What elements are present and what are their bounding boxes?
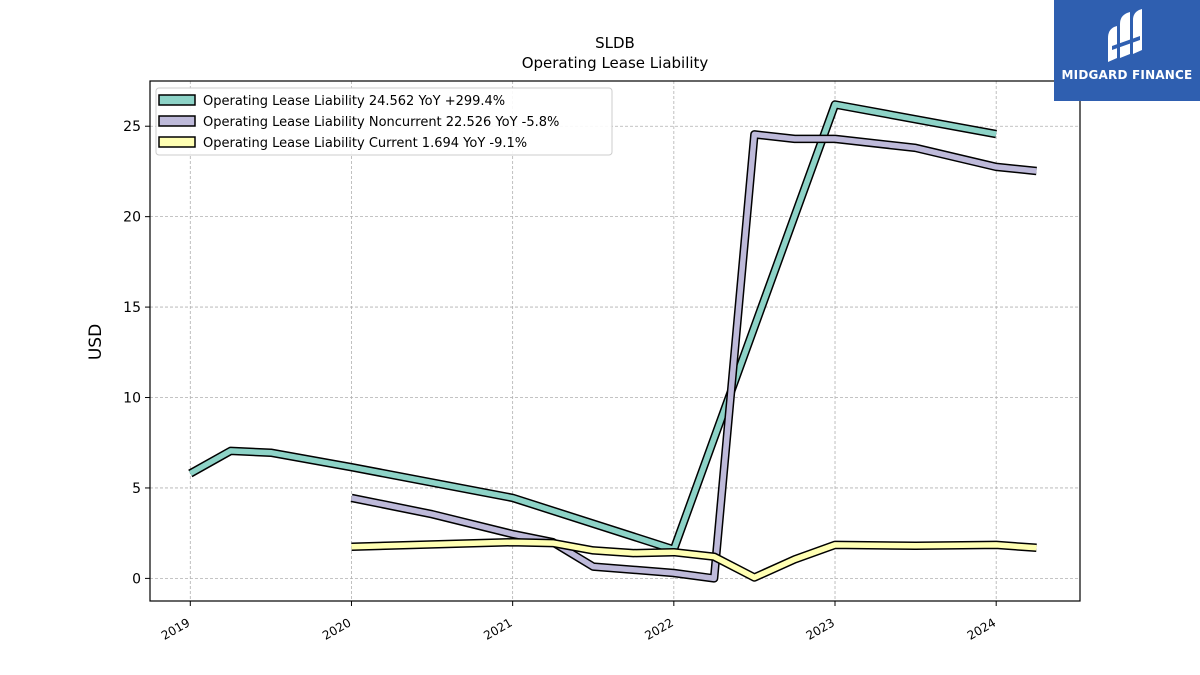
x-tick-label: 2022	[642, 615, 675, 642]
series-line-outline	[188, 100, 997, 554]
x-tick-label: 2020	[320, 615, 353, 642]
logo-text: MIDGARD FINANCE	[1061, 68, 1193, 82]
y-tick-label: 0	[132, 571, 141, 587]
legend: Operating Lease Liability 24.562 YoY +29…	[155, 87, 613, 156]
chart-subtitle: Operating Lease Liability	[522, 54, 709, 72]
chart-title: SLDB	[595, 34, 635, 52]
y-tick-label: 20	[123, 210, 141, 226]
legend-entry: Operating Lease Liability Noncurrent 22.…	[203, 115, 559, 130]
y-tick-label: 15	[123, 300, 141, 316]
y-tick-label: 5	[132, 481, 141, 497]
legend-swatch	[158, 115, 196, 127]
y-tick-label: 10	[123, 391, 141, 407]
series-line	[351, 537, 1037, 582]
x-tick-label: 2021	[481, 615, 514, 642]
series-line-stroke	[351, 539, 1037, 581]
plot-frame	[149, 80, 1081, 602]
series-line	[350, 130, 1037, 583]
legend-entry: Operating Lease Liability 24.562 YoY +29…	[203, 94, 505, 109]
legend-swatch	[158, 94, 196, 106]
y-axis-label: USD	[86, 324, 106, 360]
grid-lines	[150, 81, 1080, 601]
series-lines	[188, 100, 1037, 583]
x-tick-label: 2019	[159, 615, 192, 642]
x-tick-label: 2024	[965, 615, 998, 642]
logo-mark-icon	[1108, 9, 1142, 62]
x-tick-label: 2023	[804, 615, 837, 642]
series-line	[188, 100, 997, 554]
legend-box	[155, 87, 613, 156]
series-line-outline	[350, 130, 1037, 583]
y-tick-label: 25	[123, 119, 141, 135]
series-line-stroke	[188, 101, 997, 553]
brand-logo: MIDGARD FINANCE	[1054, 0, 1200, 101]
series-line-stroke	[350, 131, 1037, 582]
legend-entry: Operating Lease Liability Current 1.694 …	[203, 136, 527, 151]
axis-ticks: 0 5 10 15 20 25 2019 2020 2021 2022 2023 2024	[123, 119, 998, 643]
legend-swatch	[158, 136, 196, 148]
